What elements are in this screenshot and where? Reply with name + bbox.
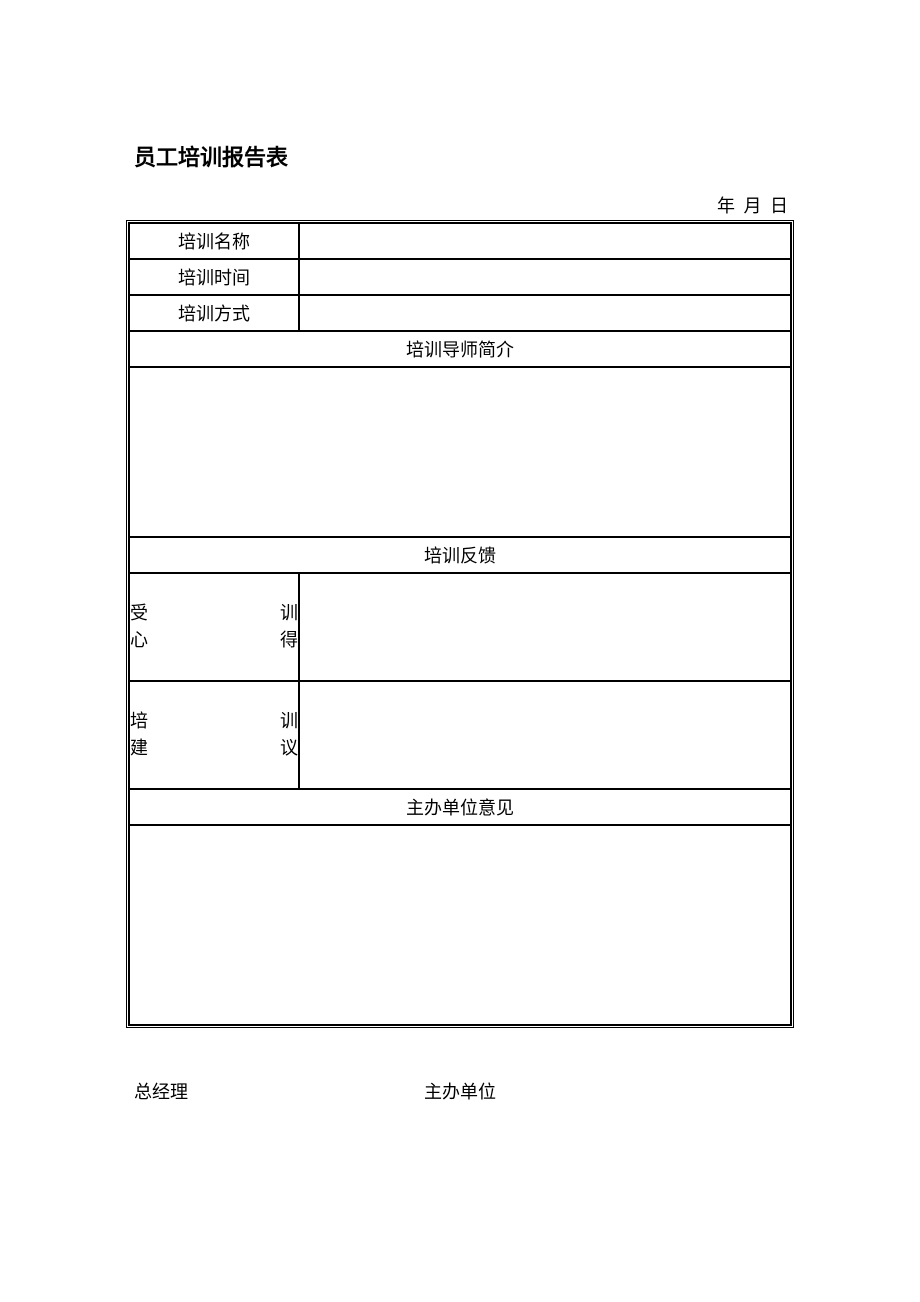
label-suggestion: 培 训 建 议: [129, 681, 299, 789]
value-experience[interactable]: [299, 573, 791, 681]
sug-l1a: 培: [130, 708, 148, 735]
value-training-time[interactable]: [299, 259, 791, 295]
opinion-header: 主办单位意见: [129, 789, 791, 825]
instructor-header: 培训导师简介: [129, 331, 791, 367]
row-training-method: 培训方式: [129, 295, 791, 331]
exp-l2b: 得: [280, 627, 298, 654]
label-experience: 受 训 心 得: [129, 573, 299, 681]
opinion-content[interactable]: [129, 825, 791, 1025]
row-opinion-header: 主办单位意见: [129, 789, 791, 825]
label-training-name: 培训名称: [129, 223, 299, 259]
form-title: 员工培训报告表: [134, 140, 794, 172]
training-report-table: 培训名称 培训时间 培训方式 培训导师简介 培训反馈 受 训 心 得: [126, 220, 794, 1028]
label-training-time: 培训时间: [129, 259, 299, 295]
footer: 总经理 主办单位: [126, 1078, 794, 1104]
label-training-method: 培训方式: [129, 295, 299, 331]
footer-organizer: 主办单位: [424, 1078, 496, 1104]
row-suggestion: 培 训 建 议: [129, 681, 791, 789]
row-instructor-content: [129, 367, 791, 537]
sug-l2a: 建: [130, 735, 148, 762]
exp-l1b: 训: [280, 600, 298, 627]
row-instructor-header: 培训导师简介: [129, 331, 791, 367]
instructor-content[interactable]: [129, 367, 791, 537]
feedback-header: 培训反馈: [129, 537, 791, 573]
value-training-name[interactable]: [299, 223, 791, 259]
row-experience: 受 训 心 得: [129, 573, 791, 681]
sug-l1b: 训: [280, 708, 298, 735]
sug-l2b: 议: [280, 735, 298, 762]
value-training-method[interactable]: [299, 295, 791, 331]
row-training-name: 培训名称: [129, 223, 791, 259]
date-line: 年 月 日: [126, 192, 794, 218]
value-suggestion[interactable]: [299, 681, 791, 789]
row-training-time: 培训时间: [129, 259, 791, 295]
exp-l1a: 受: [130, 600, 148, 627]
row-feedback-header: 培训反馈: [129, 537, 791, 573]
exp-l2a: 心: [130, 627, 148, 654]
footer-manager: 总经理: [134, 1078, 424, 1104]
row-opinion-content: [129, 825, 791, 1025]
